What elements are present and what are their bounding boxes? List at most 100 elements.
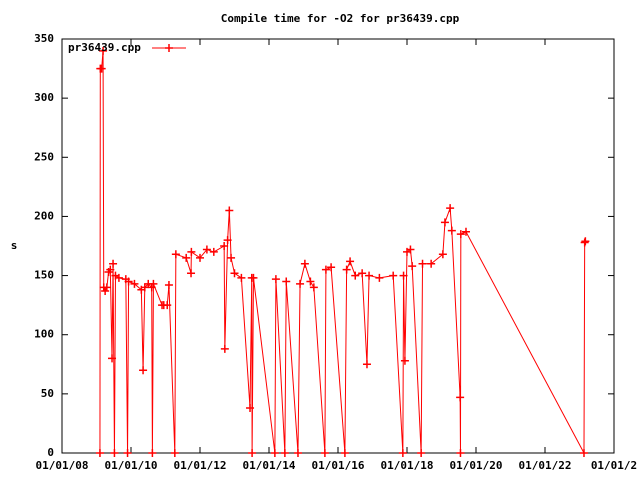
point-marker (110, 449, 119, 457)
point-marker (282, 277, 291, 286)
point-marker (223, 236, 232, 245)
y-tick-label: 100 (34, 328, 54, 341)
point-marker (400, 356, 409, 365)
point-marker (327, 263, 336, 272)
point-marker (140, 283, 149, 292)
point-marker (101, 286, 110, 295)
point-marker (130, 279, 139, 288)
plot-frame (61, 38, 615, 454)
point-marker (446, 204, 455, 213)
point-marker (249, 273, 258, 282)
point-marker (139, 366, 148, 375)
point-marker (196, 253, 204, 262)
point-marker (163, 301, 172, 310)
x-tick-label: 01/01/14 (243, 459, 296, 472)
point-marker (246, 404, 255, 413)
point-marker (170, 449, 179, 457)
point-marker (171, 250, 180, 259)
point-marker (95, 449, 104, 457)
point-marker (365, 271, 374, 280)
point-marker (108, 354, 117, 363)
point-marker (248, 449, 257, 457)
x-tick-label: 01/01/2 (591, 459, 637, 472)
point-marker (187, 247, 196, 256)
point-marker (271, 275, 280, 284)
x-tick-label: 01/01/08 (36, 459, 89, 472)
point-marker (237, 273, 246, 282)
y-tick-label: 150 (34, 269, 54, 282)
point-marker (270, 449, 279, 457)
y-tick-label: 200 (34, 209, 54, 222)
point-marker (280, 449, 289, 457)
point-marker (438, 250, 447, 259)
point-marker (398, 449, 407, 457)
point-marker (114, 273, 123, 282)
y-tick-label: 50 (41, 387, 54, 400)
point-marker (209, 247, 218, 256)
point-marker (447, 226, 456, 235)
point-marker (389, 271, 398, 280)
point-marker (456, 393, 465, 402)
point-marker (417, 449, 426, 457)
point-marker (102, 283, 111, 292)
point-marker (399, 271, 408, 280)
x-tick-label: 01/01/16 (312, 459, 365, 472)
point-marker (164, 281, 173, 290)
point-marker (187, 269, 196, 278)
point-marker (300, 259, 309, 268)
point-marker (408, 262, 417, 271)
point-marker (406, 245, 415, 254)
point-marker (296, 279, 305, 288)
point-marker (456, 449, 465, 457)
point-marker (182, 253, 191, 262)
point-marker (321, 265, 330, 274)
point-marker (109, 259, 118, 268)
point-marker (418, 259, 427, 268)
x-tick-label: 01/01/20 (450, 459, 503, 472)
x-tick-label: 01/01/12 (174, 459, 227, 472)
point-marker (99, 46, 108, 55)
point-marker (461, 227, 470, 236)
y-tick-label: 300 (34, 91, 54, 104)
point-marker (148, 449, 157, 457)
x-tick-label: 01/01/22 (519, 459, 572, 472)
point-marker (375, 273, 384, 282)
point-marker (293, 449, 302, 457)
point-marker (149, 279, 158, 288)
point-marker (220, 242, 229, 250)
y-axis-label: s (11, 239, 18, 252)
x-tick-label: 01/01/10 (105, 459, 158, 472)
point-marker (351, 271, 360, 280)
point-marker (147, 283, 156, 292)
point-marker (342, 265, 351, 274)
point-marker (362, 360, 371, 369)
point-marker (579, 449, 588, 457)
legend-marker (165, 44, 173, 52)
point-marker (581, 237, 590, 246)
x-tick-label: 01/01/18 (381, 459, 434, 472)
point-marker (309, 283, 318, 292)
point-marker (227, 253, 236, 262)
y-tick-label: 0 (47, 446, 54, 459)
y-tick-label: 250 (34, 150, 54, 163)
point-marker (440, 218, 449, 227)
point-marker (124, 277, 133, 286)
point-marker (230, 269, 239, 278)
y-tick-label: 350 (34, 32, 54, 45)
chart-title: Compile time for -O2 for pr36439.cpp (221, 12, 460, 25)
point-marker (306, 277, 315, 286)
point-marker (358, 269, 367, 278)
point-marker (340, 449, 349, 457)
point-marker (202, 245, 211, 254)
point-marker (320, 449, 329, 457)
point-marker (225, 206, 234, 215)
data-line (99, 50, 586, 454)
legend-label: pr36439.cpp (68, 41, 141, 54)
point-marker (106, 265, 115, 274)
point-marker (427, 259, 436, 268)
point-marker (456, 230, 465, 239)
point-marker (123, 449, 132, 457)
point-marker (97, 64, 106, 73)
point-marker (346, 257, 355, 266)
